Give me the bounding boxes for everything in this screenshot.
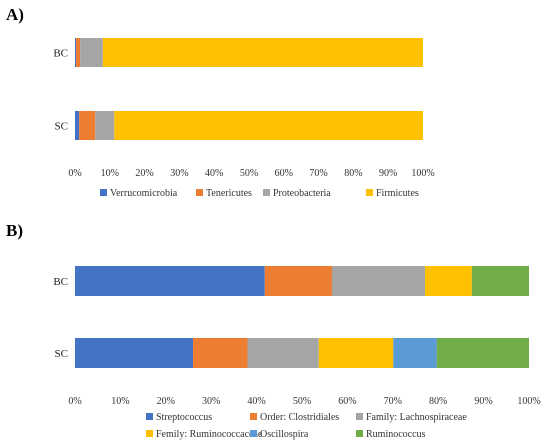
bar-segment-bc-streptococcus (75, 266, 265, 296)
x-tick-label: 30% (170, 168, 188, 179)
x-tick-label: 100% (411, 168, 434, 179)
x-tick-label: 40% (205, 168, 223, 179)
legend-swatch (196, 189, 203, 196)
legend-item-tenericutes: Tenericutes (196, 188, 252, 199)
legend-swatch (250, 413, 257, 420)
legend-item-proteobacteria: Proteobacteria (263, 188, 331, 199)
bar-segment-sc-firmicutes (114, 111, 423, 140)
x-tick-label: 80% (344, 168, 362, 179)
bar-segment-bc-verrucomicrobia (75, 38, 77, 67)
category-label-sc: SC (55, 121, 68, 133)
bar-segment-sc-femily-ruminococcaceae (318, 338, 394, 368)
legend-label: Oscillospira (260, 429, 309, 440)
legend-swatch (100, 189, 107, 196)
legend-item-firmicutes: Firmicutes (366, 188, 419, 199)
x-tick-label: 20% (157, 396, 175, 407)
bar-segment-sc-verrucomicrobia (75, 111, 80, 140)
bar-segment-sc-streptococcus (75, 338, 194, 368)
x-tick-label: 20% (135, 168, 153, 179)
legend-swatch (356, 430, 363, 437)
x-tick-label: 60% (338, 396, 356, 407)
category-label-bc: BC (53, 276, 68, 288)
panel-label: B) (6, 221, 23, 240)
chart-panel-a: A) BC SC 0% 10% 20% 30% 40% 50% 60% 70% 80% 90% 100% V… (6, 5, 435, 199)
bar-segment-sc-oscillospira (393, 338, 437, 368)
x-tick-label: 40% (247, 396, 265, 407)
bar-segment-sc-proteobacteria (95, 111, 115, 140)
legend-item-femily-ruminococcaceae: Femily: Ruminococcaceae (146, 429, 263, 440)
legend-swatch (146, 430, 153, 437)
bar-segment-sc-tenericutes (79, 111, 96, 140)
panel-label: A) (6, 5, 24, 24)
legend-label: Tenericutes (206, 188, 252, 199)
bar-segment-bc-ruminococcus (471, 266, 529, 296)
legend-label: Ruminococcus (366, 429, 426, 440)
x-tick-label: 10% (101, 168, 119, 179)
x-tick-label: 100% (517, 396, 540, 407)
legend-item-oscillospira: Oscillospira (250, 429, 309, 440)
legend-swatch (146, 413, 153, 420)
bar-segment-bc-femily-ruminococcaceae (425, 266, 472, 296)
legend-label: Family: Lachnospiraceae (366, 412, 467, 423)
x-tick-label: 50% (293, 396, 311, 407)
legend-item-order-clostridiales: Order: Clostridiales (250, 412, 339, 423)
x-tick-label: 70% (384, 396, 402, 407)
x-tick-label: 90% (474, 396, 492, 407)
bar-segment-sc-order-clostridiales (193, 338, 248, 368)
legend-label: Order: Clostridiales (260, 412, 339, 423)
bar-segment-bc-order-clostridiales (264, 266, 332, 296)
legend-label: Firmicutes (376, 188, 419, 199)
x-tick-label: 0% (68, 396, 81, 407)
category-label-sc: SC (55, 348, 68, 360)
legend-label: Verrucomicrobia (110, 188, 178, 199)
legend-label: Femily: Ruminococcaceae (156, 429, 263, 440)
bar-segment-bc-tenericutes (76, 38, 81, 67)
x-tick-label: 0% (68, 168, 81, 179)
bar-segment-sc-ruminococcus (436, 338, 529, 368)
bar-segment-sc-family-lachnospiraceae (247, 338, 319, 368)
x-tick-label: 80% (429, 396, 447, 407)
category-label-bc: BC (53, 48, 68, 60)
x-tick-label: 60% (275, 168, 293, 179)
legend-item-family-lachnospiraceae: Family: Lachnospiraceae (356, 412, 467, 423)
bar-segment-bc-family-lachnospiraceae (331, 266, 426, 296)
legend-swatch (366, 189, 373, 196)
x-tick-label: 90% (379, 168, 397, 179)
legend-item-streptococcus: Streptococcus (146, 412, 212, 423)
chart-panel-b: B) BC SC 0% 10% 20% 30% 40% 50% 60% 70% 80% 90% 100% S… (6, 221, 541, 440)
x-tick-label: 30% (202, 396, 220, 407)
bar-segment-bc-firmicutes (102, 38, 423, 67)
legend-label: Streptococcus (156, 412, 212, 423)
legend-swatch (263, 189, 270, 196)
x-tick-label: 10% (111, 396, 129, 407)
bar-segment-bc-proteobacteria (80, 38, 103, 67)
x-tick-label: 70% (309, 168, 327, 179)
x-tick-label: 50% (240, 168, 258, 179)
legend-label: Proteobacteria (273, 188, 331, 199)
legend-item-verrucomicrobia: Verrucomicrobia (100, 188, 178, 199)
legend-swatch (250, 430, 257, 437)
legend-swatch (356, 413, 363, 420)
legend-item-ruminococcus: Ruminococcus (356, 429, 426, 440)
